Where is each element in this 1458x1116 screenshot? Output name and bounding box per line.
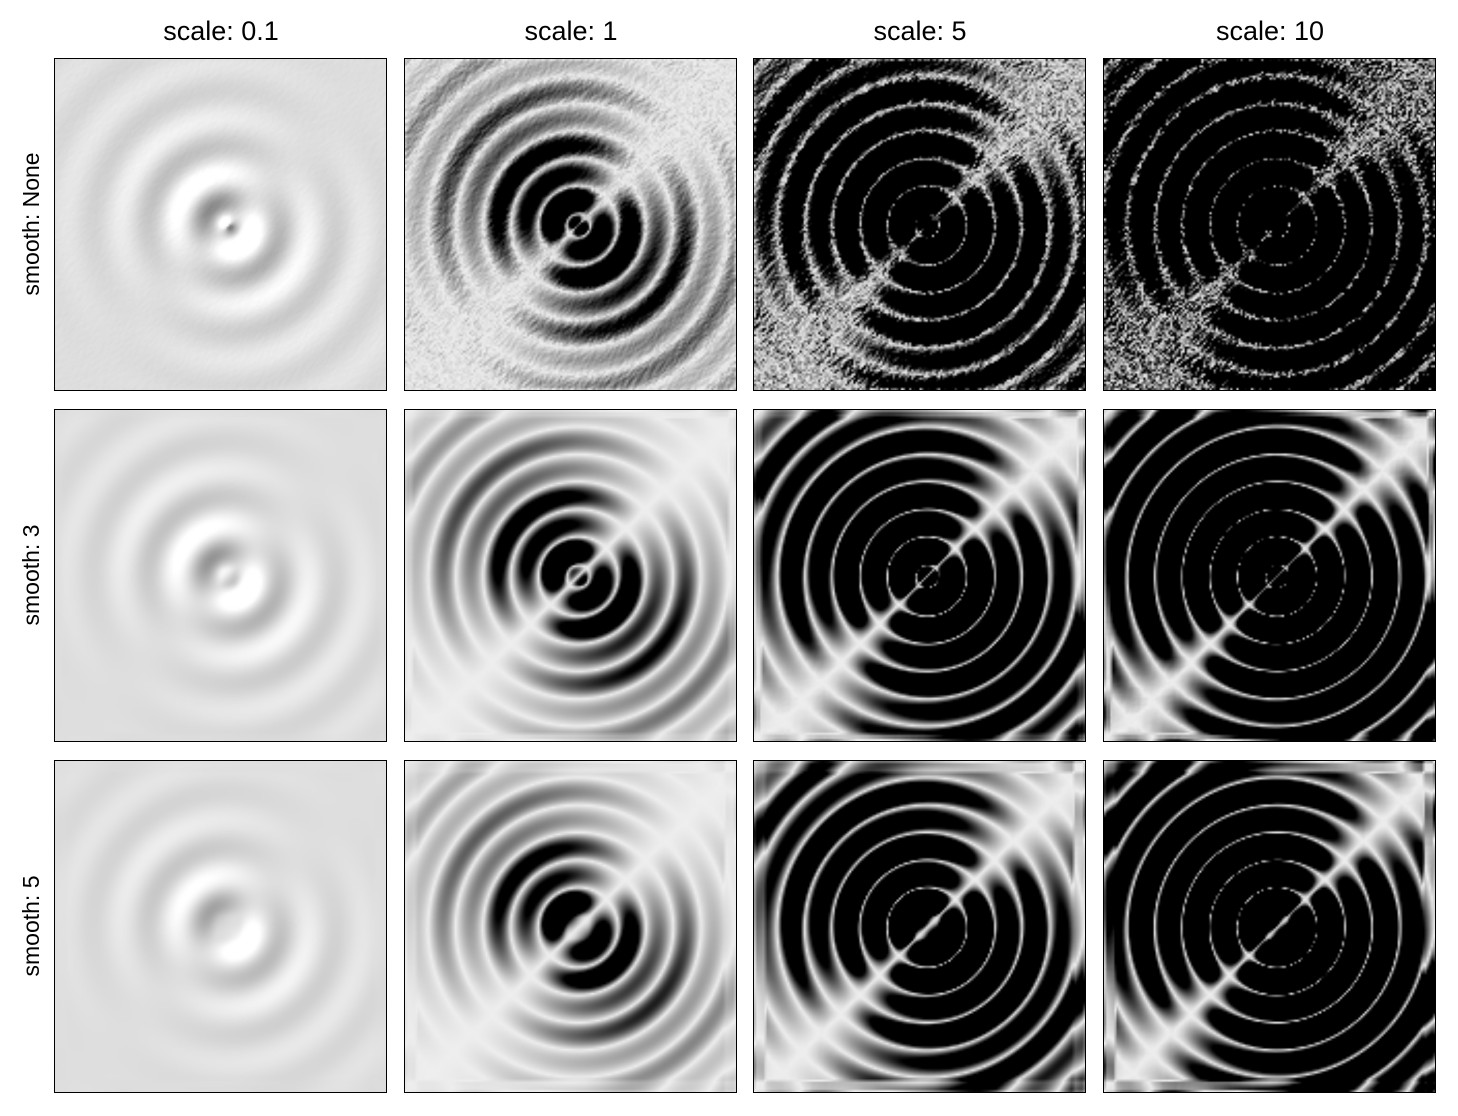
row-label-smooth-5: smooth: 5: [16, 759, 46, 1093]
heatmap-image: [1104, 410, 1435, 741]
col-title-scale-1: scale: 1: [404, 14, 738, 48]
image-panel-r2-c2: [753, 760, 1086, 1093]
row-label-smooth-3: smooth: 3: [16, 408, 46, 742]
image-panel-r2-c3: [1103, 760, 1436, 1093]
image-panel-r2-c1: [404, 760, 737, 1093]
heatmap-image: [405, 761, 736, 1092]
col-title-scale-5: scale: 5: [753, 14, 1087, 48]
image-panel-r2-c0: [54, 760, 387, 1093]
heatmap-image: [55, 410, 386, 741]
image-panel-r0-c3: [1103, 58, 1436, 391]
image-panel-r0-c2: [753, 58, 1086, 391]
image-panel-r1-c1: [404, 409, 737, 742]
heatmap-image: [405, 410, 736, 741]
col-title-scale-0-1: scale: 0.1: [54, 14, 388, 48]
image-panel-r1-c0: [54, 409, 387, 742]
image-panel-r1-c3: [1103, 409, 1436, 742]
heatmap-image: [754, 59, 1085, 390]
heatmap-image: [754, 761, 1085, 1092]
heatmap-image: [405, 59, 736, 390]
heatmap-image: [1104, 59, 1435, 390]
image-panel-r0-c0: [54, 58, 387, 391]
heatmap-image: [1104, 761, 1435, 1092]
image-panel-r1-c2: [753, 409, 1086, 742]
heatmap-image: [55, 761, 386, 1092]
col-title-scale-10: scale: 10: [1103, 14, 1437, 48]
heatmap-image: [754, 410, 1085, 741]
row-label-smooth-none: smooth: None: [16, 57, 46, 391]
heatmap-image: [55, 59, 386, 390]
image-panel-r0-c1: [404, 58, 737, 391]
